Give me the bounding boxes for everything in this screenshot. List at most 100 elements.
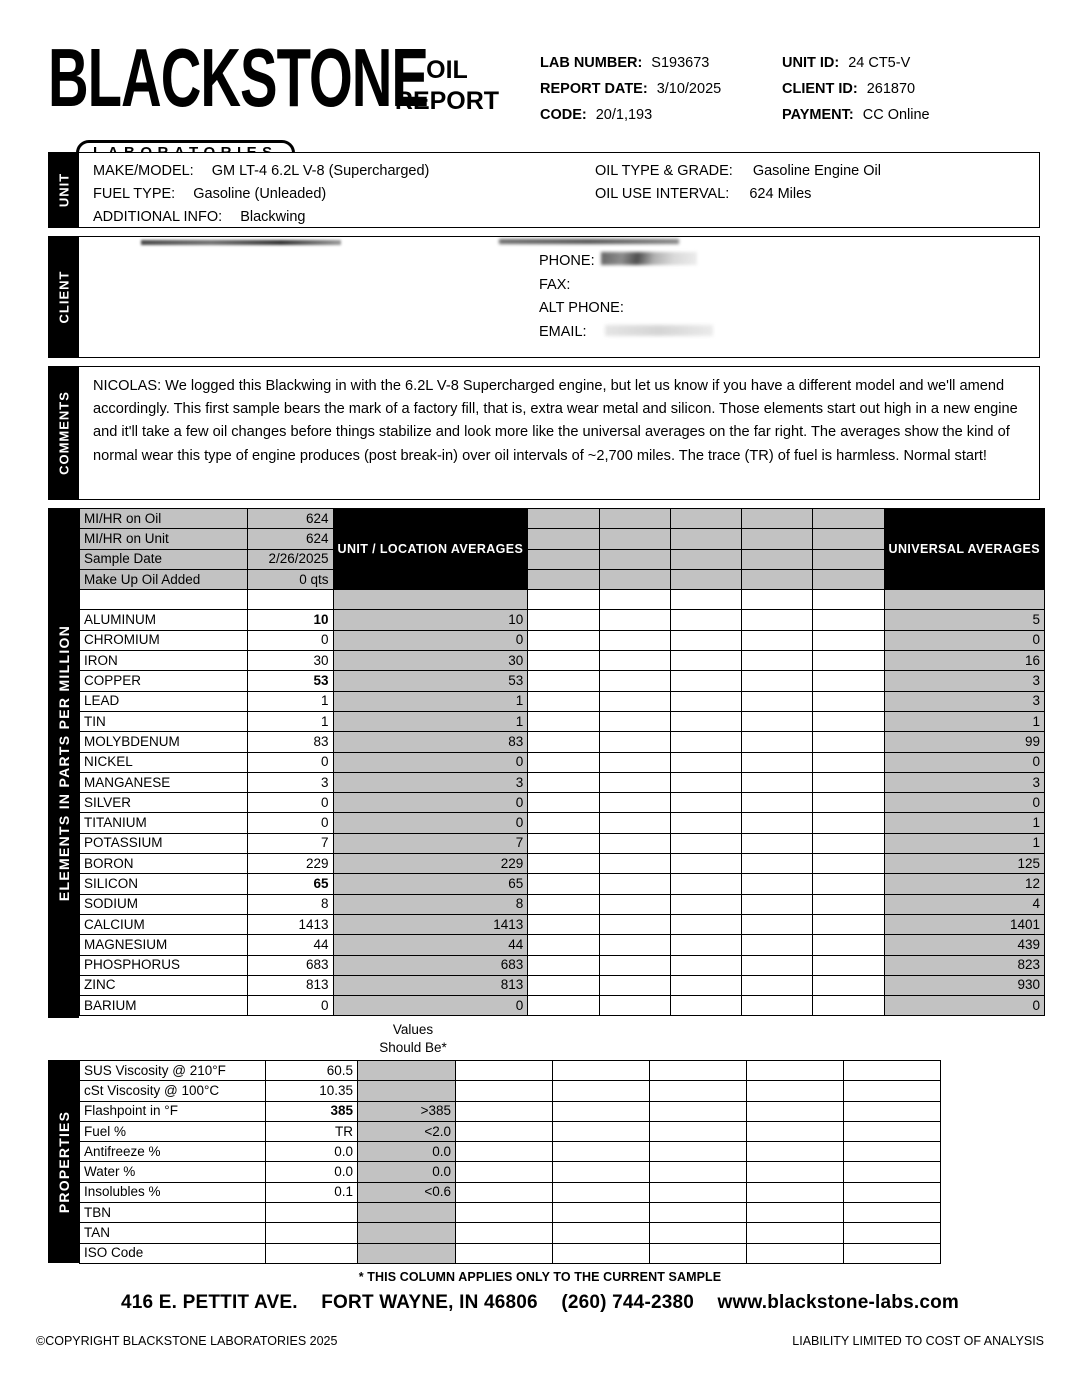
properties-tab-label: PROPERTIES (55, 1110, 72, 1213)
property-empty-cell (455, 1202, 553, 1224)
property-empty-cell (552, 1222, 650, 1244)
element-empty-cell (741, 629, 814, 652)
client-phone-label: PHONE: (539, 253, 595, 269)
property-empty-cell (746, 1100, 844, 1122)
element-empty-cell (812, 913, 885, 936)
element-empty-cell (669, 913, 743, 936)
property-name: Flashpoint in °F (79, 1100, 266, 1122)
properties-section-tab: PROPERTIES (48, 1060, 79, 1263)
lab-website[interactable]: www.blackstone-labs.com (717, 1292, 959, 1313)
element-empty-cell (669, 995, 743, 1017)
element-empty-cell (598, 853, 671, 875)
elements-info-row: MI/HR on Unit 624 (78, 528, 1045, 550)
element-empty-cell (812, 954, 885, 976)
info-row-label: MI/HR on Unit (78, 528, 249, 550)
element-unit-average: 83 (332, 731, 529, 753)
element-universal-average: 12 (883, 873, 1046, 895)
element-empty-cell (527, 771, 600, 794)
copyright-notice: ©COPYRIGHT BLACKSTONE LABORATORIES 2025 (36, 1334, 338, 1348)
property-empty-cell (843, 1100, 941, 1122)
element-universal-average: 930 (883, 974, 1046, 997)
element-empty-cell (741, 832, 814, 855)
property-row: Water % 0.0 0.0 (79, 1161, 941, 1183)
element-empty-cell (741, 974, 814, 997)
property-row: ISO Code (79, 1242, 941, 1264)
property-row: Insolubles % 0.1 <0.6 (79, 1181, 941, 1204)
values-should-be-line2: Should Be* (379, 1039, 447, 1055)
info-row-value: 624 (247, 528, 334, 550)
element-empty-cell (527, 974, 600, 997)
property-name: Fuel % (79, 1120, 266, 1143)
info-row-value: 2/26/2025 (247, 548, 334, 570)
element-empty-cell (598, 731, 671, 753)
property-row: SUS Viscosity @ 210°F 60.5 (79, 1059, 941, 1082)
lab-address-line: 416 E. PETTIT AVE. FORT WAYNE, IN 46806 … (0, 1292, 1080, 1314)
property-should-be-value (357, 1059, 456, 1082)
property-sample-value: 0.1 (265, 1181, 358, 1204)
element-empty-cell (741, 792, 814, 814)
oil-type-value: Gasoline Engine Oil (752, 163, 881, 179)
property-empty-cell (649, 1202, 747, 1224)
property-row: TBN (79, 1202, 941, 1224)
meta-row-2: REPORT DATE: 3/10/2025 CLIENT ID: 261870 (540, 76, 930, 102)
element-empty-cell (598, 893, 671, 915)
element-empty-cell (812, 751, 885, 773)
property-name: Insolubles % (79, 1181, 266, 1204)
empty-sample-cell (669, 568, 743, 591)
spacer-cell (669, 589, 743, 611)
element-empty-cell (527, 934, 600, 956)
element-empty-cell (527, 650, 600, 672)
element-sample-value: 8 (247, 893, 334, 915)
element-universal-average: 3 (883, 771, 1046, 794)
property-empty-cell (455, 1161, 553, 1183)
element-empty-cell (741, 812, 814, 834)
spacer-cell (247, 589, 334, 611)
spacer-cell (812, 589, 885, 611)
property-empty-cell (649, 1120, 747, 1143)
element-row: SILICON 65 65 12 (78, 873, 1046, 895)
property-empty-cell (843, 1120, 941, 1143)
property-empty-cell (552, 1059, 650, 1082)
element-sample-value: 229 (247, 853, 334, 875)
element-empty-cell (527, 853, 600, 875)
element-empty-cell (812, 832, 885, 855)
property-empty-cell (649, 1222, 747, 1244)
element-unit-average: 1 (332, 690, 529, 712)
values-should-be-header: Values Should Be* (358, 1021, 468, 1056)
element-row: MAGNESIUM 44 44 439 (78, 934, 1046, 956)
element-empty-cell (669, 771, 743, 794)
client-tab-label: CLIENT (56, 270, 72, 324)
element-row: COPPER 53 53 3 (78, 670, 1046, 692)
property-empty-cell (552, 1181, 650, 1204)
property-empty-cell (552, 1161, 650, 1183)
property-empty-cell (843, 1202, 941, 1224)
element-name: BARIUM (78, 995, 249, 1017)
info-row-value: 0 qts (247, 568, 334, 591)
unit-id-label: UNIT ID: (782, 55, 840, 71)
element-empty-cell (741, 690, 814, 712)
property-sample-value: TR (265, 1120, 358, 1143)
property-empty-cell (746, 1080, 844, 1102)
header-meta-block: LAB NUMBER: S193673 UNIT ID: 24 CT5-V RE… (540, 50, 930, 128)
elements-section: MI/HR on Oil 624 UNIT / LOCATION AVERAGES U… (48, 507, 1046, 1017)
client-contact-block: PHONE: FAX: ALT PHONE: EMAIL: (539, 250, 713, 344)
property-empty-cell (552, 1141, 650, 1163)
element-universal-average: 1 (883, 812, 1046, 834)
element-name: LEAD (78, 690, 249, 712)
element-name: IRON (78, 650, 249, 672)
code-label: CODE: (540, 107, 587, 123)
properties-section: SUS Viscosity @ 210°F 60.5 cSt Viscosity @… (48, 1059, 948, 1264)
property-name: Water % (79, 1161, 266, 1183)
property-row: Fuel % TR <2.0 (79, 1120, 941, 1143)
element-name: POTASSIUM (78, 832, 249, 855)
element-empty-cell (669, 792, 743, 814)
element-row: MANGANESE 3 3 3 (78, 771, 1046, 794)
property-empty-cell (746, 1141, 844, 1163)
empty-sample-cell (527, 507, 600, 530)
page-title-line2: REPORT (394, 87, 500, 115)
property-empty-cell (843, 1222, 941, 1244)
element-sample-value: 10 (247, 609, 334, 631)
element-empty-cell (741, 751, 814, 773)
element-empty-cell (598, 690, 671, 712)
element-sample-value: 0 (247, 629, 334, 652)
